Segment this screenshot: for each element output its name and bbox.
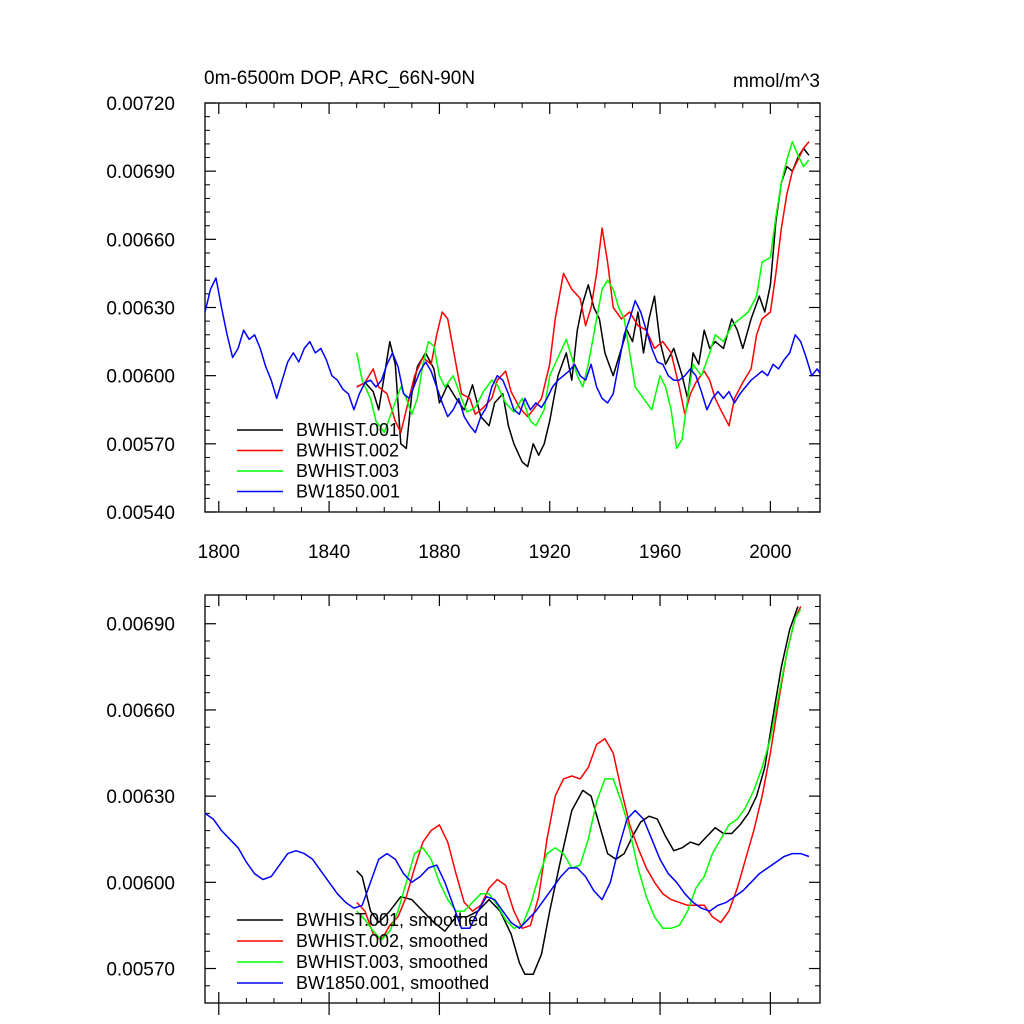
top-x-tick-label: 1960 <box>639 542 681 563</box>
bottom-axes: 0.00570 0.00600 0.00630 0.00660 0.00690 <box>106 594 821 1015</box>
bottom-legend-label: BWHIST.003, smoothed <box>296 952 488 972</box>
top-legend-label: BWHIST.003 <box>296 461 399 481</box>
bottom-y-tick-label: 0.00660 <box>106 701 175 722</box>
bottom-series-line-3 <box>356 608 802 941</box>
chart-title: 0m-6500m DOP, ARC_66N-90N <box>204 68 475 89</box>
top-y-tick-label: 0.00660 <box>106 230 175 251</box>
bottom-y-tick-label: 0.00690 <box>106 615 175 636</box>
top-x-tick-label: 1800 <box>198 542 240 563</box>
bottom-plot-frame <box>204 594 821 1004</box>
top-legend-label: BWHIST.002 <box>296 441 399 461</box>
top-series-line-2 <box>356 141 810 434</box>
top-y-tick-label: 0.00720 <box>106 94 175 115</box>
top-x-tick-label: 1920 <box>529 542 571 563</box>
top-series-group <box>204 140 821 468</box>
top-axes: 1800 1840 1880 1920 1960 2000 0.00540 0.00570 0.… <box>106 94 821 563</box>
top-y-tick-label: 0.00600 <box>106 367 175 388</box>
top-x-tick-label: 1840 <box>308 542 350 563</box>
bottom-series-line-2 <box>356 606 802 941</box>
top-series-line-4 <box>204 277 821 434</box>
top-series-line-1 <box>356 147 810 468</box>
bottom-legend-label: BWHIST.002, smoothed <box>296 931 488 951</box>
units-label: mmol/m^3 <box>733 71 820 92</box>
top-panel: 0m-6500m DOP, ARC_66N-90N mmol/m^3 1800 1… <box>106 68 821 563</box>
top-legend-label: BW1850.001 <box>296 482 400 502</box>
top-series-line-3 <box>355 140 810 450</box>
top-x-tick-label: 2000 <box>749 542 791 563</box>
top-y-tick-label: 0.00540 <box>106 503 175 524</box>
top-y-tick-label: 0.00690 <box>106 162 175 183</box>
bottom-series-group <box>204 606 810 976</box>
bottom-y-tick-label: 0.00630 <box>106 787 175 808</box>
top-y-tick-label: 0.00570 <box>106 435 175 456</box>
top-y-tick-label: 0.00630 <box>106 299 175 320</box>
top-x-tick-label: 1880 <box>418 542 460 563</box>
bottom-legend-label: BW1850.001, smoothed <box>296 973 489 993</box>
bottom-series-line-4 <box>204 809 810 930</box>
bottom-y-tick-label: 0.00600 <box>106 873 175 894</box>
top-legend-label: BWHIST.001 <box>296 420 399 440</box>
bottom-legend-label: BWHIST.001, smoothed <box>296 910 488 930</box>
bottom-panel: 0.00570 0.00600 0.00630 0.00660 0.00690 BWHI… <box>106 594 821 1015</box>
bottom-y-tick-label: 0.00570 <box>106 960 175 981</box>
